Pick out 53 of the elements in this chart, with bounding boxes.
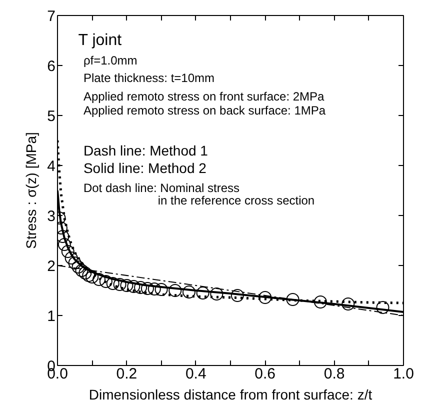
annotation: Dot dash line: Nominal stress — [83, 181, 240, 195]
x-tick-label: 0.4 — [185, 366, 206, 382]
point — [99, 275, 112, 288]
point — [92, 273, 106, 286]
point — [106, 277, 120, 290]
point — [86, 270, 99, 284]
point — [120, 279, 134, 292]
y-axis-title: Stress : σ(z) [MPa] — [23, 132, 40, 249]
annotation: Solid line: Method 2 — [83, 160, 207, 176]
point — [134, 281, 148, 294]
point — [210, 288, 224, 300]
annotation: Applied remoto stress on front surface: 2MPa — [83, 90, 325, 104]
y-tick-label: 6 — [47, 58, 56, 75]
point — [286, 293, 300, 306]
point — [140, 282, 154, 295]
y-tick-label: 5 — [47, 108, 56, 125]
annotation: Applied remoto stress on back surface: 1MPa — [83, 104, 326, 118]
annotation: ρf=1.0mm — [83, 54, 138, 68]
point — [376, 301, 390, 314]
point — [342, 298, 355, 310]
point — [64, 252, 78, 264]
y-tick-label: 2 — [47, 258, 56, 275]
point — [82, 269, 96, 282]
y-tick-label: 3 — [47, 208, 56, 225]
point — [196, 286, 210, 300]
x-tick-label: 0.6 — [254, 366, 276, 382]
annotation: T joint — [78, 32, 122, 49]
point — [154, 283, 168, 296]
point — [75, 264, 88, 277]
x-axis-title: Dimensionless distance from front surface: z/t — [88, 386, 372, 402]
y-tick-label: 4 — [47, 158, 56, 175]
y-tick-label: 7 — [47, 8, 56, 25]
point — [230, 289, 244, 302]
point — [168, 284, 182, 297]
annotation: in the reference cross section — [158, 194, 315, 208]
point — [127, 280, 140, 293]
point — [58, 230, 70, 243]
point — [68, 256, 82, 270]
point — [61, 245, 74, 258]
point — [258, 291, 272, 304]
point — [148, 282, 161, 296]
point — [72, 260, 85, 274]
x-tick-label: 1.0 — [393, 366, 414, 382]
point — [182, 286, 196, 298]
x-tick-label: 0.8 — [324, 366, 345, 382]
point — [113, 278, 126, 291]
y-tick-label: 1 — [47, 308, 56, 325]
point — [78, 266, 92, 280]
x-tick-label: 0.2 — [116, 366, 138, 382]
annotation: Dash line: Method 1 — [83, 142, 208, 158]
point — [58, 238, 71, 251]
point — [314, 296, 327, 308]
annotation: Plate thickness: t=10mm — [83, 71, 215, 85]
